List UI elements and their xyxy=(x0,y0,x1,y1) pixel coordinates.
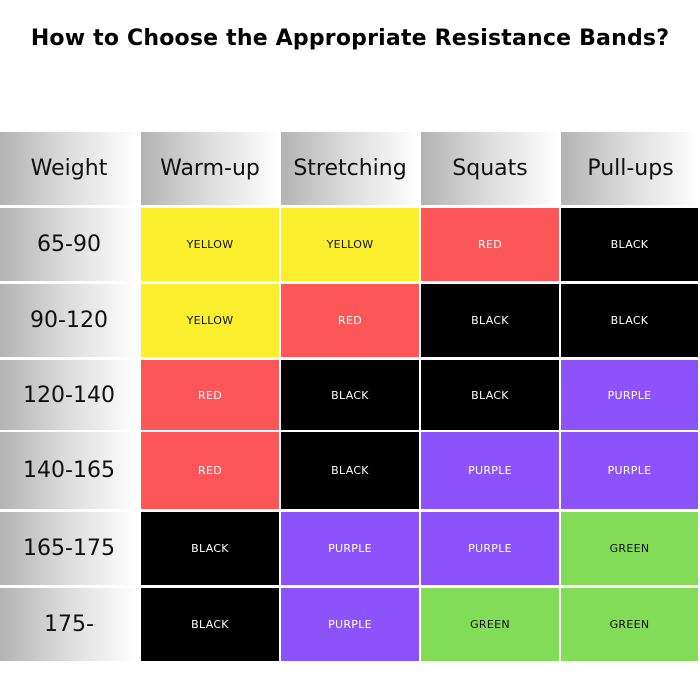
weight-cell: 90-120 xyxy=(0,284,138,357)
band-cell: PURPLE xyxy=(421,432,559,509)
band-cell: GREEN xyxy=(561,588,698,661)
weight-cell: 65-90 xyxy=(0,208,138,281)
band-cell: BLACK xyxy=(281,432,419,509)
band-cell: BLACK xyxy=(561,284,698,357)
band-table: Weight Warm-up Stretching Squats Pull-ups 65-… xyxy=(0,132,700,700)
band-cell: BLACK xyxy=(421,284,559,357)
band-cell: PURPLE xyxy=(281,588,419,661)
weight-cell: 175- xyxy=(0,588,138,661)
band-cell: RED xyxy=(141,360,279,430)
band-cell: BLACK xyxy=(141,512,279,585)
band-cell: RED xyxy=(281,284,419,357)
band-cell: RED xyxy=(421,208,559,281)
band-cell: YELLOW xyxy=(281,208,419,281)
band-cell: YELLOW xyxy=(141,284,279,357)
column-header: Weight xyxy=(0,132,138,205)
band-cell: GREEN xyxy=(421,588,559,661)
column-header: Squats xyxy=(421,132,559,205)
band-cell: GREEN xyxy=(561,512,698,585)
band-cell: PURPLE xyxy=(281,512,419,585)
weight-cell: 165-175 xyxy=(0,512,138,585)
chart-title: How to Choose the Appropriate Resistance… xyxy=(30,26,670,51)
column-header: Warm-up xyxy=(141,132,279,205)
band-cell: RED xyxy=(141,432,279,509)
weight-cell: 120-140 xyxy=(0,360,138,430)
column-header: Stretching xyxy=(281,132,419,205)
band-cell: PURPLE xyxy=(561,432,698,509)
band-cell: PURPLE xyxy=(561,360,698,430)
weight-cell: 140-165 xyxy=(0,432,138,509)
band-cell: PURPLE xyxy=(421,512,559,585)
band-cell: YELLOW xyxy=(141,208,279,281)
column-header: Pull-ups xyxy=(561,132,700,205)
band-cell: BLACK xyxy=(421,360,559,430)
band-cell: BLACK xyxy=(141,588,279,661)
band-cell: BLACK xyxy=(281,360,419,430)
band-cell: BLACK xyxy=(561,208,698,281)
